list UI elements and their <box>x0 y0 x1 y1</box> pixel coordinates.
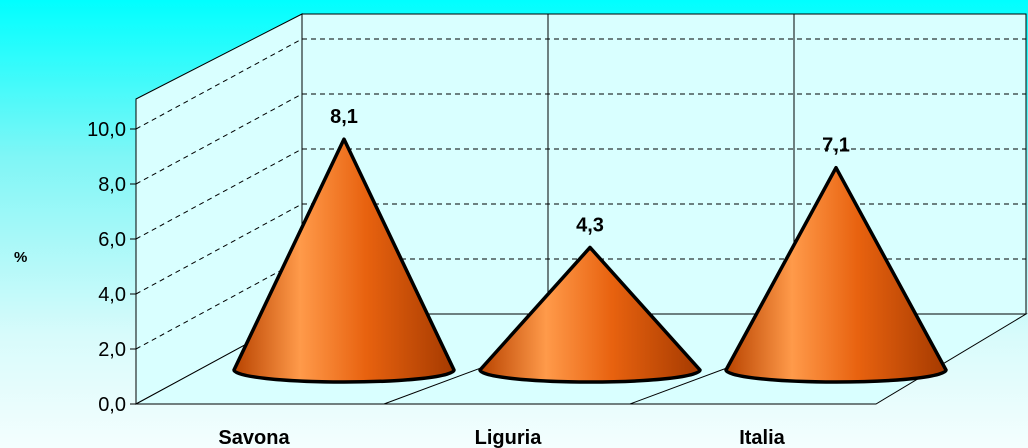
y-tick-label: 8,0 <box>98 174 126 196</box>
y-tick-label: 0,0 <box>98 394 126 416</box>
category-label: Liguria <box>475 427 543 448</box>
gridline-side <box>135 203 303 295</box>
cone-savona <box>232 137 456 384</box>
value-label: 7,1 <box>822 135 850 157</box>
gridline-side <box>135 38 303 130</box>
back-wall <box>301 13 1027 315</box>
y-tick-label: 10,0 <box>87 119 126 141</box>
cone-liguria <box>478 245 702 384</box>
cone-italia <box>724 165 948 384</box>
gridline-side <box>135 93 303 185</box>
y-axis-label: % <box>14 249 27 266</box>
y-tick-label: 2,0 <box>98 339 126 361</box>
y-tick-label: 6,0 <box>98 229 126 251</box>
category-label: Savona <box>218 427 290 448</box>
value-label: 4,3 <box>576 214 604 236</box>
value-labels: 8,1 4,3 7,1 <box>330 106 850 236</box>
category-labels: Savona Liguria Italia <box>218 427 785 448</box>
gridline-side <box>135 148 303 240</box>
y-tick-label: 4,0 <box>98 284 126 306</box>
value-label: 8,1 <box>330 106 358 128</box>
gridline-side <box>135 258 303 350</box>
category-label: Italia <box>739 427 785 448</box>
y-axis-ticks: 0,0 2,0 4,0 6,0 8,0 10,0 <box>87 99 137 416</box>
cones <box>232 137 948 384</box>
